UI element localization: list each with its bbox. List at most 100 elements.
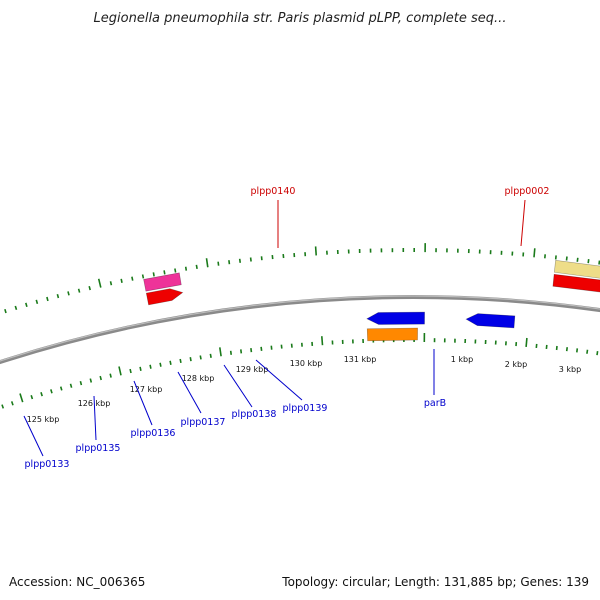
- outer-tick: [174, 268, 177, 273]
- gene-feature-red: [145, 288, 184, 306]
- gene-label-plpp0135: plpp0135: [76, 443, 121, 454]
- leader-line-plpp0139: [255, 359, 303, 401]
- tick-label: 129 kbp: [236, 365, 269, 374]
- inner-tick: [159, 362, 162, 367]
- tick-label: 2 kbp: [505, 360, 527, 369]
- outer-tick: [35, 299, 39, 305]
- tick-label: 1 kbp: [451, 355, 473, 364]
- gene-labels: plpp0140 plpp0002 plpp0133 plpp0135 plpp0136…: [25, 186, 550, 470]
- inner-tick: [250, 348, 253, 353]
- tick-label: 3 kbp: [559, 365, 581, 374]
- outer-tick: [109, 281, 113, 286]
- inner-tick: [229, 350, 232, 355]
- plasmid-backbone-highlight: [0, 295, 600, 362]
- leader-line-plpp0002: [520, 199, 526, 247]
- inner-tick: [219, 347, 222, 357]
- plasmid-backbone: [0, 295, 600, 365]
- outer-tick: [46, 296, 49, 302]
- gene-label-parB: parB: [424, 398, 446, 409]
- outer-tick: [97, 278, 102, 288]
- outer-tick: [152, 272, 155, 277]
- inner-tick: [118, 366, 122, 376]
- gene-label-plpp0137: plpp0137: [181, 417, 226, 428]
- inner-tick: [199, 355, 202, 360]
- inner-tick: [30, 394, 34, 400]
- outer-tick-ring: [4, 243, 600, 314]
- gene-feature-blue: [465, 313, 516, 329]
- outer-tick: [314, 246, 317, 256]
- outer-tick: [249, 257, 252, 262]
- outer-tick: [88, 286, 91, 291]
- inner-tick: [10, 401, 14, 406]
- outer-tick: [217, 261, 220, 266]
- gene-label-plpp0140: plpp0140: [251, 186, 296, 197]
- outer-tick: [565, 256, 568, 261]
- outer-tick: [67, 291, 70, 296]
- outer-tick: [184, 266, 188, 271]
- inner-tick: [565, 347, 568, 352]
- gene-feature-orange: [366, 327, 418, 342]
- outer-tick: [77, 288, 81, 293]
- inner-tick: [576, 348, 579, 353]
- inner-tick: [59, 386, 63, 391]
- gene-label-plpp0138: plpp0138: [232, 409, 277, 420]
- inner-tick: [189, 357, 192, 362]
- inner-tick: [40, 392, 43, 397]
- inner-tick: [586, 349, 589, 354]
- inner-tick: [596, 350, 599, 356]
- leader-line-plpp0135: [93, 395, 97, 441]
- outer-tick: [195, 264, 198, 270]
- inner-tick: [149, 364, 152, 369]
- outer-tick: [141, 274, 145, 279]
- inner-tick: [240, 349, 243, 354]
- outer-tick: [576, 257, 579, 262]
- inner-tick: [525, 337, 528, 347]
- gene-features: [143, 259, 600, 342]
- outer-tick: [4, 308, 7, 314]
- outer-tick: [131, 276, 134, 281]
- inner-tick: [321, 336, 324, 346]
- inner-tick: [19, 393, 24, 403]
- inner-tick: [1, 404, 5, 409]
- tick-label: 125 kbp: [27, 415, 60, 424]
- label-leader-lines: [23, 199, 526, 457]
- gene-feature-pink: [143, 272, 182, 292]
- inner-tick: [99, 375, 102, 381]
- gene-feature-red: [552, 273, 600, 293]
- outer-tick: [56, 293, 60, 299]
- accession-label: Accession: NC_006365: [9, 575, 145, 589]
- tick-label: 130 kbp: [290, 359, 323, 368]
- inner-tick: [69, 383, 73, 388]
- leader-line-plpp0137: [177, 371, 202, 414]
- gene-feature-khaki: [553, 259, 600, 279]
- outer-tick: [205, 258, 209, 268]
- map-title: Legionella pneumophila str. Paris plasmi…: [94, 11, 507, 26]
- outer-tick: [14, 305, 18, 311]
- inner-tick: [89, 378, 93, 383]
- tick-label: 128 kbp: [182, 374, 215, 383]
- outer-tick: [163, 270, 166, 275]
- outer-tick: [25, 302, 28, 308]
- outer-tick: [238, 258, 241, 263]
- tick-label: 127 kbp: [130, 385, 163, 394]
- inner-tick: [109, 373, 112, 378]
- inner-tick: [260, 346, 263, 351]
- inner-tick: [139, 366, 142, 371]
- leader-line-plpp0138: [223, 364, 253, 408]
- topology-summary: Topology: circular; Length: 131,885 bp; …: [281, 575, 589, 589]
- inner-tick: [209, 353, 212, 358]
- outer-tick: [598, 260, 600, 265]
- inner-tick: [50, 389, 53, 394]
- gene-label-plpp0139: plpp0139: [283, 403, 328, 414]
- gene-feature-blue: [366, 311, 425, 325]
- inner-tick: [79, 381, 83, 386]
- gene-label-plpp0002: plpp0002: [505, 186, 550, 197]
- gene-label-plpp0133: plpp0133: [25, 459, 70, 470]
- inner-tick: [169, 360, 172, 365]
- outer-tick: [533, 248, 536, 258]
- leader-line-plpp0133: [23, 415, 44, 457]
- inner-tick-ring: [1, 332, 599, 409]
- leader-line-plpp0136: [133, 380, 153, 426]
